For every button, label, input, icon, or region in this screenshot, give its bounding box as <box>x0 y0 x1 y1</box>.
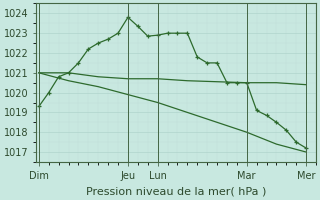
X-axis label: Pression niveau de la mer( hPa ): Pression niveau de la mer( hPa ) <box>86 187 266 197</box>
